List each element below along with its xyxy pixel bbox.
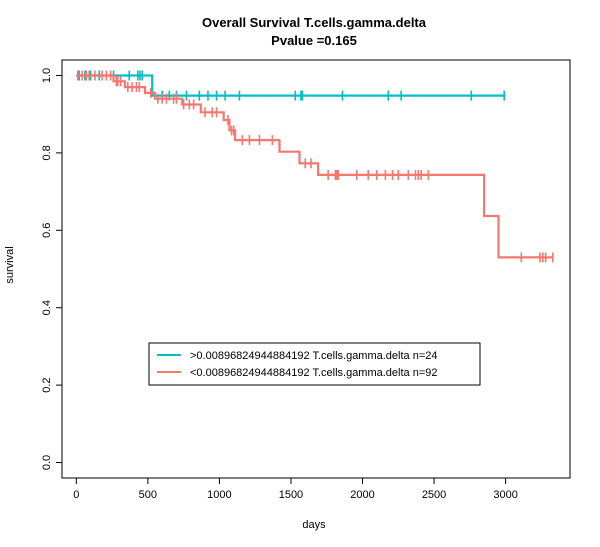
y-tick-label: 0.8 <box>41 145 53 160</box>
x-tick-label: 2000 <box>350 489 374 501</box>
survival-curve <box>76 74 553 259</box>
x-tick-label: 1500 <box>279 489 303 501</box>
series-layer <box>76 70 554 263</box>
y-tick-label: 1.0 <box>41 68 53 83</box>
plot-frame <box>61 59 571 479</box>
legend-label-low: <0.00896824944884192 T.cells.gamma.delta… <box>190 367 438 379</box>
y-axis-label: survival <box>4 246 16 283</box>
y-tick-label: 0.2 <box>41 377 53 392</box>
y-tick-label: 0.6 <box>41 223 53 238</box>
y-tick-label: 0.4 <box>41 300 53 315</box>
x-tick-label: 3000 <box>493 489 517 501</box>
legend-label-high: >0.00896824944884192 T.cells.gamma.delta… <box>190 350 438 362</box>
x-axis-label: days <box>302 519 326 531</box>
y-axis: 0.0 0.2 0.4 0.6 0.8 1.0 <box>41 68 63 470</box>
chart-title: Overall Survival T.cells.gamma.delta <box>202 15 427 30</box>
x-tick-label: 2500 <box>422 489 446 501</box>
x-axis: 0 500 1000 1500 2000 2500 3000 <box>73 477 518 501</box>
y-tick-label: 0.0 <box>41 455 53 470</box>
chart-subtitle: Pvalue =0.165 <box>271 33 357 48</box>
x-tick-label: 1000 <box>207 489 231 501</box>
legend: >0.00896824944884192 T.cells.gamma.delta… <box>148 342 481 386</box>
x-tick-label: 0 <box>73 489 79 501</box>
series-1 <box>76 70 554 263</box>
x-tick-label: 500 <box>139 489 157 501</box>
legend-box <box>148 342 481 386</box>
series-0 <box>76 70 506 101</box>
